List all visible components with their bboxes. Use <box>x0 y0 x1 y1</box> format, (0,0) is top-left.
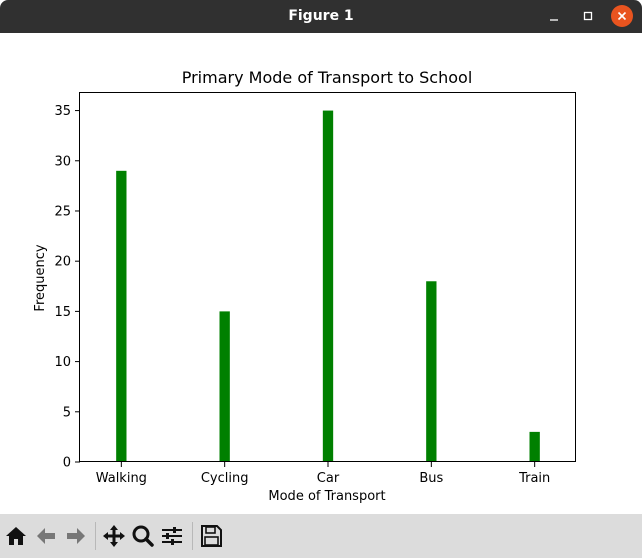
y-tick-label: 35 <box>54 104 71 119</box>
toolbar-separator <box>95 522 96 550</box>
maximize-icon <box>583 11 593 21</box>
x-tick-label: Bus <box>419 471 443 486</box>
chart-title: Primary Mode of Transport to School <box>182 68 473 87</box>
minimize-button[interactable] <box>543 5 565 27</box>
navigation-toolbar <box>0 514 642 558</box>
window-title: Figure 1 <box>288 8 354 24</box>
y-tick-label: 30 <box>54 154 71 169</box>
bar-chart: Primary Mode of Transport to School Freq… <box>33 68 576 504</box>
pan-button[interactable] <box>101 522 127 550</box>
bar-walking <box>116 170 127 462</box>
y-tick-label: 10 <box>54 355 71 370</box>
close-button[interactable] <box>611 5 633 27</box>
move-icon <box>103 525 125 547</box>
magnifier-icon <box>132 525 154 547</box>
save-button[interactable] <box>198 522 224 550</box>
x-tick-label: Car <box>317 471 340 486</box>
y-tick-label: 5 <box>63 405 71 420</box>
x-tick-label: Cycling <box>201 471 249 486</box>
title-bar[interactable]: Figure 1 <box>0 0 642 33</box>
bar-bus <box>426 281 437 462</box>
forward-button[interactable] <box>63 522 89 550</box>
home-button[interactable] <box>3 522 29 550</box>
y-tick-label: 0 <box>63 456 71 471</box>
minimize-icon <box>550 19 558 21</box>
bar-car <box>322 110 334 463</box>
home-icon <box>6 527 26 545</box>
bar-cycling <box>219 311 230 462</box>
ticks-layer: Walking Cycling Car Bus Train 0 5 10 15 20 25 30 35 <box>54 104 550 486</box>
arrow-left-icon <box>37 528 55 544</box>
status-bar <box>0 554 642 558</box>
sliders-icon <box>162 527 182 545</box>
bar-train <box>529 431 540 462</box>
zoom-button[interactable] <box>130 522 156 550</box>
x-tick-label: Walking <box>96 471 147 486</box>
plot-frame <box>79 92 576 462</box>
toolbar-separator <box>192 522 193 550</box>
arrow-right-icon <box>67 528 85 544</box>
floppy-disk-icon <box>201 525 222 547</box>
close-icon <box>617 11 627 21</box>
bars-layer <box>116 110 540 463</box>
y-tick-label: 15 <box>54 305 71 320</box>
maximize-button[interactable] <box>577 5 599 27</box>
figure-canvas[interactable]: Primary Mode of Transport to School Freq… <box>0 33 642 514</box>
y-axis-label: Frequency <box>33 244 48 311</box>
y-tick-label: 20 <box>54 255 71 270</box>
configure-subplots-button[interactable] <box>159 522 185 550</box>
x-tick-label: Train <box>518 471 550 486</box>
back-button[interactable] <box>33 522 59 550</box>
x-axis-label: Mode of Transport <box>268 489 385 504</box>
y-tick-label: 25 <box>54 204 71 219</box>
